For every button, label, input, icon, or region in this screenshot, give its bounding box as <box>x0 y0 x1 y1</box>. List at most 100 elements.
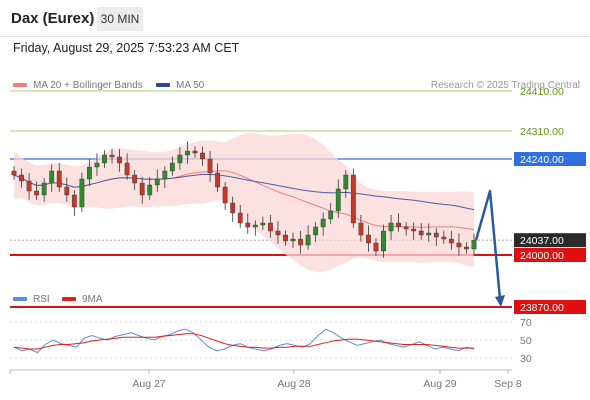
candle-body <box>418 230 424 236</box>
candle-body <box>298 238 303 246</box>
legend-ma20-label: MA 20 + Bollinger Bands <box>33 80 143 91</box>
level-label: 24410.00 <box>520 86 564 98</box>
ma20-swatch <box>13 83 27 88</box>
candle-body <box>313 226 319 236</box>
legend-ma50-label: MA 50 <box>176 80 205 91</box>
candle-body <box>411 228 417 232</box>
header-divider <box>0 36 590 37</box>
rsi-level-label: 30 <box>520 353 532 365</box>
rsi-level-label: 50 <box>520 335 532 347</box>
candle-body <box>102 154 107 164</box>
ma50-swatch <box>156 83 170 88</box>
legend-ma50: MA 50 <box>156 80 204 91</box>
candle-body <box>87 166 92 180</box>
rsi-level-label: 70 <box>520 317 532 329</box>
candle-body <box>222 186 228 204</box>
level-label: 24310.00 <box>520 126 564 138</box>
rsi-ma9-line <box>13 333 474 350</box>
candle-body <box>215 172 221 188</box>
legend-rsi-label: RSI <box>33 294 50 305</box>
timeframe-badge[interactable]: 30 MIN <box>97 7 143 31</box>
x-tick-label: Sep 8 <box>494 378 522 390</box>
candle-body <box>403 226 409 230</box>
candle-body <box>388 222 394 232</box>
candle-body <box>56 170 62 188</box>
chart-header: Dax (Eurex) 30 MIN <box>0 0 590 36</box>
candle-body <box>320 218 326 228</box>
candle-body <box>109 154 115 158</box>
candle-body <box>252 224 258 228</box>
candle-body <box>464 246 469 250</box>
candle-body <box>49 170 55 184</box>
ma50-line <box>13 174 475 211</box>
candle-body <box>441 236 447 240</box>
candle-body <box>230 202 236 214</box>
candle-body <box>237 212 243 224</box>
candle-body <box>41 182 47 196</box>
candle-body <box>19 174 24 182</box>
level-tag <box>514 152 586 166</box>
candle-body <box>34 190 40 196</box>
candle-body <box>162 170 168 180</box>
candle-body <box>185 150 190 156</box>
candle-body <box>283 234 288 242</box>
candle-body <box>335 188 341 212</box>
candle-body <box>147 184 153 196</box>
candle-body <box>343 174 349 190</box>
candle-body <box>200 152 205 160</box>
x-tick-label: Aug 29 <box>423 378 456 390</box>
candle-body <box>117 156 122 164</box>
legend-9ma-label: 9MA <box>82 294 103 305</box>
legend-9ma: 9MA <box>62 294 103 305</box>
candle-body <box>471 239 477 250</box>
candle-body <box>456 242 462 248</box>
projection-arrowhead <box>495 295 505 307</box>
level-label: 24000.00 <box>520 250 564 262</box>
candle-body <box>267 222 273 232</box>
chart-credit: Research © 2025 Trading Central <box>430 80 580 91</box>
candle-body <box>177 154 183 164</box>
candle-body <box>426 232 432 236</box>
legend-rsi: RSI <box>13 294 50 305</box>
x-tick-label: Aug 27 <box>132 378 165 390</box>
candle-body <box>381 230 386 252</box>
level-label: 24240.00 <box>520 154 564 166</box>
candle-body <box>154 178 160 186</box>
candle-body <box>350 174 356 224</box>
candle-body <box>64 186 70 196</box>
candle-body <box>94 162 100 168</box>
candle-body <box>290 238 296 242</box>
level-tag <box>514 233 586 248</box>
candle-body <box>275 230 281 236</box>
candle-body <box>358 222 364 236</box>
projection-arrow <box>474 189 502 300</box>
level-label: 24037.00 <box>520 235 564 247</box>
candle-body <box>207 158 213 174</box>
candle-body <box>124 162 130 176</box>
candle-body <box>245 222 251 228</box>
x-tick-label: Aug 28 <box>277 378 310 390</box>
candle-body <box>79 178 85 208</box>
candle-body <box>433 232 439 238</box>
candle-body <box>139 182 145 196</box>
candle-body <box>260 222 266 226</box>
candle-body <box>305 234 311 246</box>
instrument-title: Dax (Eurex) <box>11 10 95 27</box>
candle-body <box>169 162 175 172</box>
candle-body <box>71 194 77 208</box>
rsi-swatch <box>13 297 27 302</box>
legend-ma20: MA 20 + Bollinger Bands <box>13 80 143 91</box>
candle-body <box>448 238 454 244</box>
candle-body <box>328 210 334 220</box>
chart-datetime: Friday, August 29, 2025 7:53:23 AM CET <box>13 41 240 55</box>
candle-body <box>132 174 138 184</box>
level-tag <box>514 248 586 262</box>
ma9-swatch <box>62 297 76 302</box>
level-tag <box>514 300 586 314</box>
candle-body <box>366 234 371 244</box>
candle-body <box>396 222 401 228</box>
candle-body <box>11 170 17 176</box>
candle-body <box>192 150 198 154</box>
candle-body <box>26 180 32 192</box>
